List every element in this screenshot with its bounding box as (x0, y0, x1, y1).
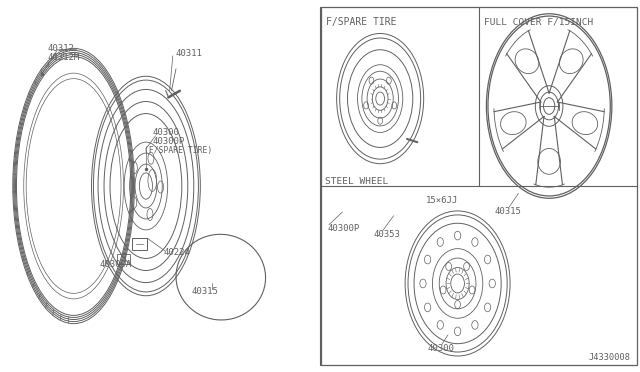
Text: 40312M: 40312M (48, 53, 80, 62)
Text: 40300: 40300 (428, 344, 454, 353)
Bar (321, 7, 637, 365)
Text: 15×6JJ: 15×6JJ (426, 196, 458, 205)
Text: J4330008: J4330008 (588, 353, 630, 362)
Text: FULL COVER F/15INCH: FULL COVER F/15INCH (484, 18, 594, 27)
Text: 40300P: 40300P (152, 137, 184, 146)
Text: F/SPARE TIRE: F/SPARE TIRE (326, 17, 397, 27)
Text: (F/SPARE TIRE): (F/SPARE TIRE) (144, 146, 212, 155)
Text: 40312: 40312 (48, 44, 75, 53)
Text: 40353: 40353 (373, 230, 400, 239)
Text: 40300A: 40300A (99, 260, 131, 269)
Text: 40224: 40224 (163, 248, 190, 257)
Text: 40315: 40315 (192, 287, 219, 296)
Text: 40315: 40315 (495, 207, 522, 216)
Text: 40311: 40311 (175, 49, 202, 58)
Text: 40300P: 40300P (327, 224, 359, 233)
Text: STEEL WHEEL: STEEL WHEEL (325, 177, 388, 186)
Text: 40300: 40300 (152, 128, 179, 137)
